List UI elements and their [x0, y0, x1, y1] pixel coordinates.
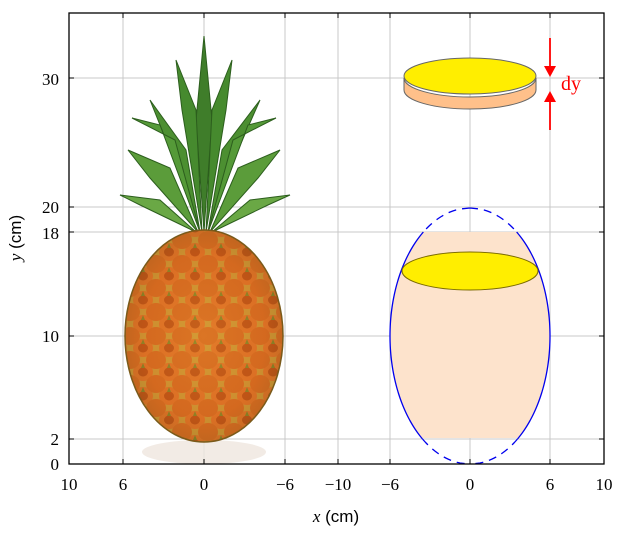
x-axis-label: x (cm): [312, 507, 359, 526]
x-tick-label: −10: [325, 475, 352, 494]
y-tick-label: 2: [51, 430, 60, 449]
y-axis-label: y (cm): [6, 215, 25, 263]
pineapple-photo: [119, 35, 291, 464]
plot-frame: [68, 12, 605, 465]
y-tick-label: 18: [42, 224, 59, 243]
y-tick-label: 30: [42, 70, 59, 89]
solid-of-revolution: [389, 207, 551, 465]
x-tick-label: −6: [276, 475, 294, 494]
disk-side: [403, 77, 537, 110]
x-tick-labels: 10 6 0 −6 −10 −6 0 6 10: [61, 475, 613, 494]
y-tick-label: 20: [42, 198, 59, 217]
dy-arrowhead-top: [544, 66, 556, 77]
axis-ticks: [68, 13, 605, 465]
x-tick-label: 6: [119, 475, 128, 494]
inner-disk-slice: [401, 251, 539, 291]
y-tick-label: 0: [51, 455, 60, 474]
dy-arrowhead-bottom: [544, 91, 556, 102]
dy-label: dy: [561, 73, 581, 95]
disk-element: [403, 57, 537, 110]
x-tick-label: 6: [546, 475, 555, 494]
y-tick-label: 10: [42, 327, 59, 346]
x-tick-label: 10: [596, 475, 613, 494]
y-tick-labels: 0 2 10 18 20 30: [42, 70, 59, 474]
disk-top: [403, 57, 537, 95]
x-tick-label: 0: [200, 475, 209, 494]
dy-marker: dy: [544, 38, 581, 130]
ellipse-boundary-solid: [389, 231, 551, 440]
x-tick-label: 0: [466, 475, 475, 494]
x-tick-label: −6: [381, 475, 399, 494]
x-tick-label: 10: [61, 475, 78, 494]
